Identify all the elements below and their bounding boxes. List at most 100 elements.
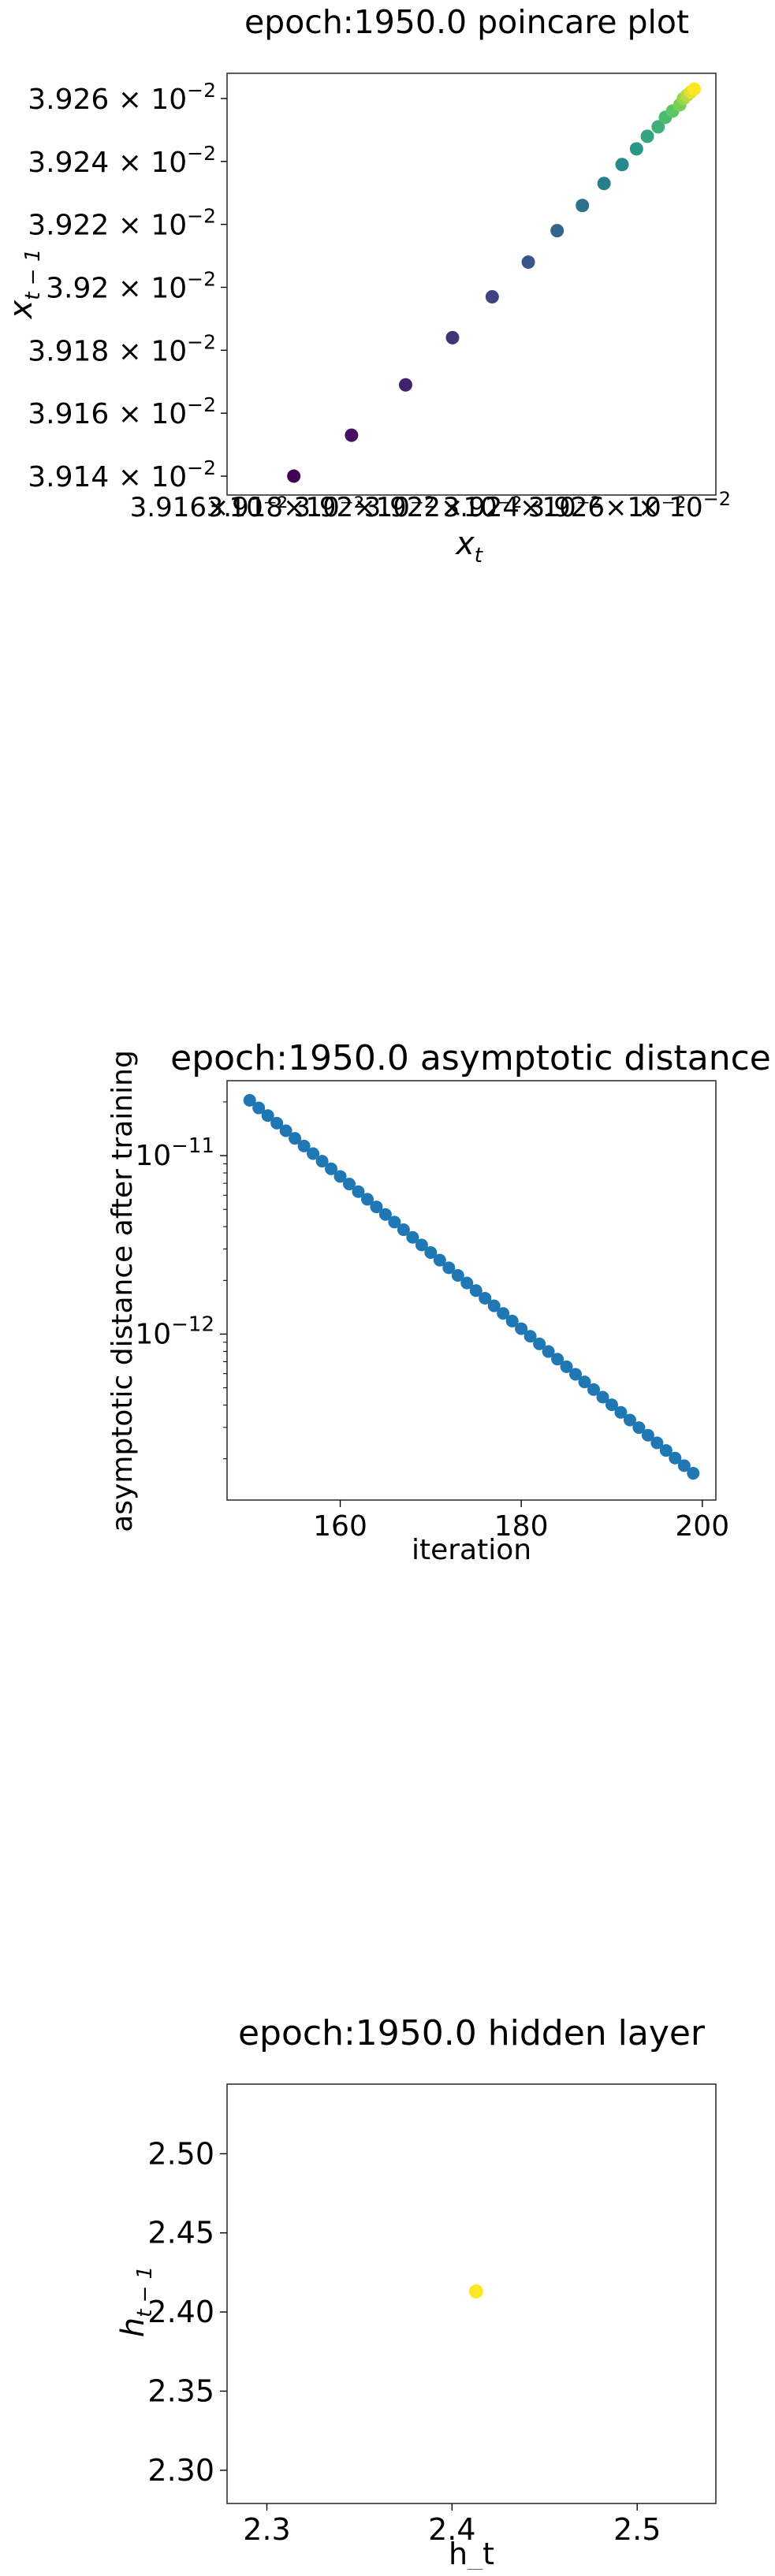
chart3-y-tick-label: 2.35: [147, 2373, 214, 2408]
chart3-y-tick-label: 2.30: [147, 2453, 214, 2488]
chart3-y-tick-label: 2.40: [147, 2295, 214, 2329]
chart3-points: [468, 2284, 483, 2299]
chart2-point: [650, 1436, 664, 1450]
chart2-plot-area: [226, 1080, 717, 1501]
chart2-point: [587, 1383, 600, 1396]
chart1-x-axis-label: xt: [454, 526, 483, 568]
chart3-x-tick-label: 2.5: [613, 2512, 661, 2547]
chart2-point: [388, 1215, 401, 1229]
chart1-x-tick-label: 3.918×10⁻²: [207, 492, 365, 523]
chart1-plot-area: [226, 73, 717, 496]
chart1-point: [345, 428, 359, 442]
chart3-y-tick-label: 2.50: [147, 2136, 214, 2171]
chart2-point: [497, 1307, 510, 1320]
chart1-y-tick-label: 3.914 × 10−2: [28, 456, 216, 493]
chart1-y-tick-label: 3.916 × 10−2: [28, 393, 216, 430]
chart2-point: [352, 1185, 365, 1198]
chart3-x-ticks: 2.3 2.4 2.5: [243, 2503, 661, 2547]
chart1-title: epoch:1950.0 poincare plot: [244, 3, 689, 41]
chart2-point: [469, 1284, 483, 1297]
chart1-y-axis-label: xt − 1: [3, 249, 45, 321]
chart2-point: [289, 1132, 302, 1145]
chart1-x-tick-label: 3.924×10⁻²: [443, 492, 602, 523]
chart1-point: [398, 378, 412, 392]
chart2-point: [505, 1314, 519, 1327]
chart1-x-ticks: 3.916×10⁻²3.918×10⁻²3.92×10⁻²3.922×10⁻²3…: [130, 488, 731, 523]
chart2-point: [677, 1459, 691, 1472]
chart2-point: [687, 1467, 700, 1480]
chart1-point: [550, 224, 564, 238]
chart1-x-tick-label: 3.916×10⁻²: [130, 492, 289, 523]
chart1-y-tick-label: 3.926 × 10−2: [28, 79, 216, 116]
chart2-y-tick-label: 10−12: [135, 1312, 214, 1350]
chart2-point: [614, 1405, 628, 1419]
chart2-title: epoch:1950.0 asymptotic distance: [170, 1038, 771, 1078]
chart2-point: [641, 1428, 654, 1442]
chart3-y-ticks: 2.30 2.35 2.40 2.45 2.50: [147, 2136, 227, 2488]
chart2-point: [252, 1101, 266, 1115]
chart1-point: [687, 82, 702, 96]
chart2-point: [523, 1330, 537, 1343]
chart2-point: [315, 1155, 329, 1168]
chart2-point: [424, 1246, 438, 1260]
chart2-point: [243, 1093, 256, 1107]
chart2-point: [460, 1276, 474, 1290]
chart3-y-tick-label: 2.45: [147, 2216, 214, 2250]
chart2-point: [596, 1390, 609, 1404]
chart2-point: [370, 1201, 383, 1214]
chart2-x-tick-label: 160: [313, 1510, 367, 1543]
poincare-plot-chart: epoch:1950.0 poincare plot 3.914 × 10−23…: [3, 3, 731, 568]
chart2-point: [433, 1253, 446, 1267]
chart2-point: [542, 1345, 555, 1358]
chart2-point: [415, 1238, 428, 1252]
chart2-x-tick-label: 180: [494, 1510, 549, 1543]
chart2-point: [623, 1413, 636, 1427]
chart2-y-axis-label: asymptotic distance after training: [106, 1050, 139, 1532]
chart2-point: [343, 1178, 356, 1191]
chart2-point: [333, 1170, 347, 1183]
chart2-point: [261, 1109, 274, 1122]
chart2-point: [307, 1147, 320, 1160]
chart2-point: [406, 1230, 419, 1244]
chart2-point: [378, 1208, 392, 1221]
chart2-point: [515, 1322, 528, 1335]
chart1-y-ticks: 3.914 × 10−2 3.916 × 10−2 3.918 × 10−2 3.92…: [28, 79, 227, 493]
chart2-point: [451, 1268, 464, 1282]
chart1-point: [651, 120, 665, 134]
chart2-point: [297, 1139, 311, 1152]
chart1-y-tick-label: 3.922 × 10−2: [28, 205, 216, 242]
chart2-y-ticks: 10−11 10−12: [135, 1101, 227, 1460]
chart3-title: epoch:1950.0 hidden layer: [238, 2018, 706, 2053]
chart1-x-tick-label: × 10−2: [638, 488, 731, 523]
chart2-point: [605, 1398, 618, 1412]
chart2-y-tick-label: 10−11: [135, 1134, 214, 1172]
chart2-x-axis-label: iteration: [412, 1534, 531, 1566]
chart2-point: [270, 1116, 284, 1130]
chart1-point: [445, 330, 460, 344]
chart1-y-tick-label: 3.924 × 10−2: [28, 142, 216, 179]
chart2-point: [560, 1360, 573, 1373]
chart2-point: [569, 1368, 583, 1381]
chart2-point: [659, 1444, 673, 1457]
chart2-point: [669, 1451, 682, 1465]
chart2-x-ticks: 160 180 200: [313, 1500, 729, 1543]
chart1-point: [629, 142, 643, 156]
chart1-point: [287, 469, 301, 483]
chart3-x-axis-label: h_t: [449, 2537, 494, 2570]
asymptotic-distance-chart: epoch:1950.0 asymptotic distance 10−1110…: [106, 1038, 771, 1566]
chart2-point: [578, 1375, 591, 1389]
chart3-plot-area: [226, 2083, 717, 2504]
chart2-point: [325, 1162, 338, 1175]
chart1-x-tick-label: 3.92×10⁻²: [293, 492, 434, 523]
chart1-y-tick-label: 3.918 × 10−2: [28, 330, 216, 367]
chart2-x-tick-label: 200: [675, 1510, 729, 1543]
chart2-point: [533, 1337, 546, 1350]
chart2-point: [487, 1299, 501, 1312]
chart1-x-tick-label: 3.922×10⁻²: [364, 492, 523, 523]
chart1-point: [615, 158, 629, 172]
chart1-points: [287, 82, 702, 483]
chart2-point: [479, 1291, 492, 1305]
chart2-point: [397, 1223, 410, 1237]
chart3-point: [468, 2284, 483, 2299]
chart1-point: [521, 255, 535, 270]
